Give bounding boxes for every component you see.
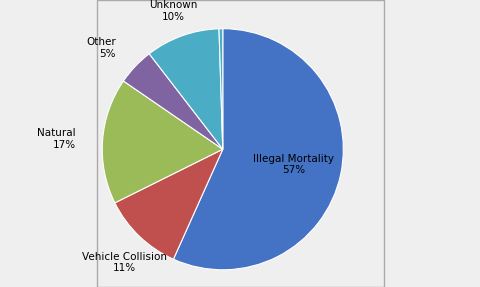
Wedge shape [173, 29, 343, 270]
Wedge shape [219, 29, 223, 149]
Text: Illegal Mortality
57%: Illegal Mortality 57% [253, 154, 334, 175]
Wedge shape [149, 29, 223, 149]
Wedge shape [115, 149, 223, 259]
Text: Natural
17%: Natural 17% [37, 128, 76, 150]
Wedge shape [102, 81, 223, 203]
Wedge shape [123, 54, 223, 149]
Text: Vehicle Collision
11%: Vehicle Collision 11% [82, 252, 167, 273]
Text: Other
5%: Other 5% [86, 37, 116, 59]
Text: Unknown
10%: Unknown 10% [149, 0, 197, 22]
